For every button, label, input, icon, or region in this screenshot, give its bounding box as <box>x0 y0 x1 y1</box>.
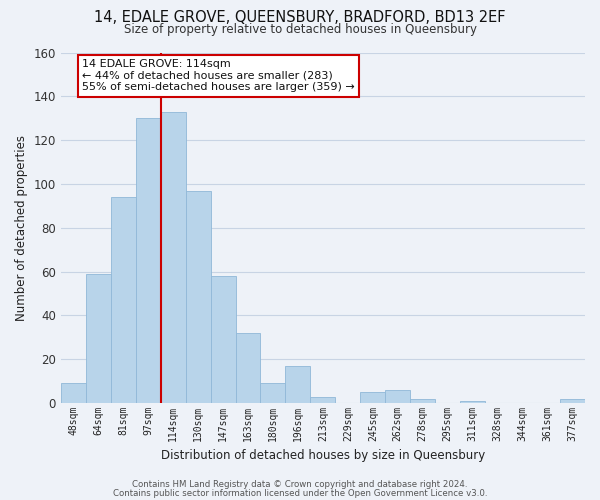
Bar <box>61 384 86 403</box>
Text: 14 EDALE GROVE: 114sqm
← 44% of detached houses are smaller (283)
55% of semi-de: 14 EDALE GROVE: 114sqm ← 44% of detached… <box>82 59 355 92</box>
Text: Contains HM Land Registry data © Crown copyright and database right 2024.: Contains HM Land Registry data © Crown c… <box>132 480 468 489</box>
Text: Size of property relative to detached houses in Queensbury: Size of property relative to detached ho… <box>124 24 476 36</box>
Bar <box>236 333 260 403</box>
Bar <box>460 401 485 403</box>
Text: Contains public sector information licensed under the Open Government Licence v3: Contains public sector information licen… <box>113 490 487 498</box>
Bar <box>111 197 136 403</box>
Bar <box>260 384 286 403</box>
Bar <box>560 399 585 403</box>
Bar <box>86 274 111 403</box>
X-axis label: Distribution of detached houses by size in Queensbury: Distribution of detached houses by size … <box>161 450 485 462</box>
Bar <box>361 392 385 403</box>
Bar <box>385 390 410 403</box>
Y-axis label: Number of detached properties: Number of detached properties <box>15 135 28 321</box>
Bar <box>161 112 185 403</box>
Bar <box>185 190 211 403</box>
Bar <box>310 396 335 403</box>
Bar <box>211 276 236 403</box>
Bar <box>286 366 310 403</box>
Bar <box>410 399 435 403</box>
Text: 14, EDALE GROVE, QUEENSBURY, BRADFORD, BD13 2EF: 14, EDALE GROVE, QUEENSBURY, BRADFORD, B… <box>94 10 506 25</box>
Bar <box>136 118 161 403</box>
